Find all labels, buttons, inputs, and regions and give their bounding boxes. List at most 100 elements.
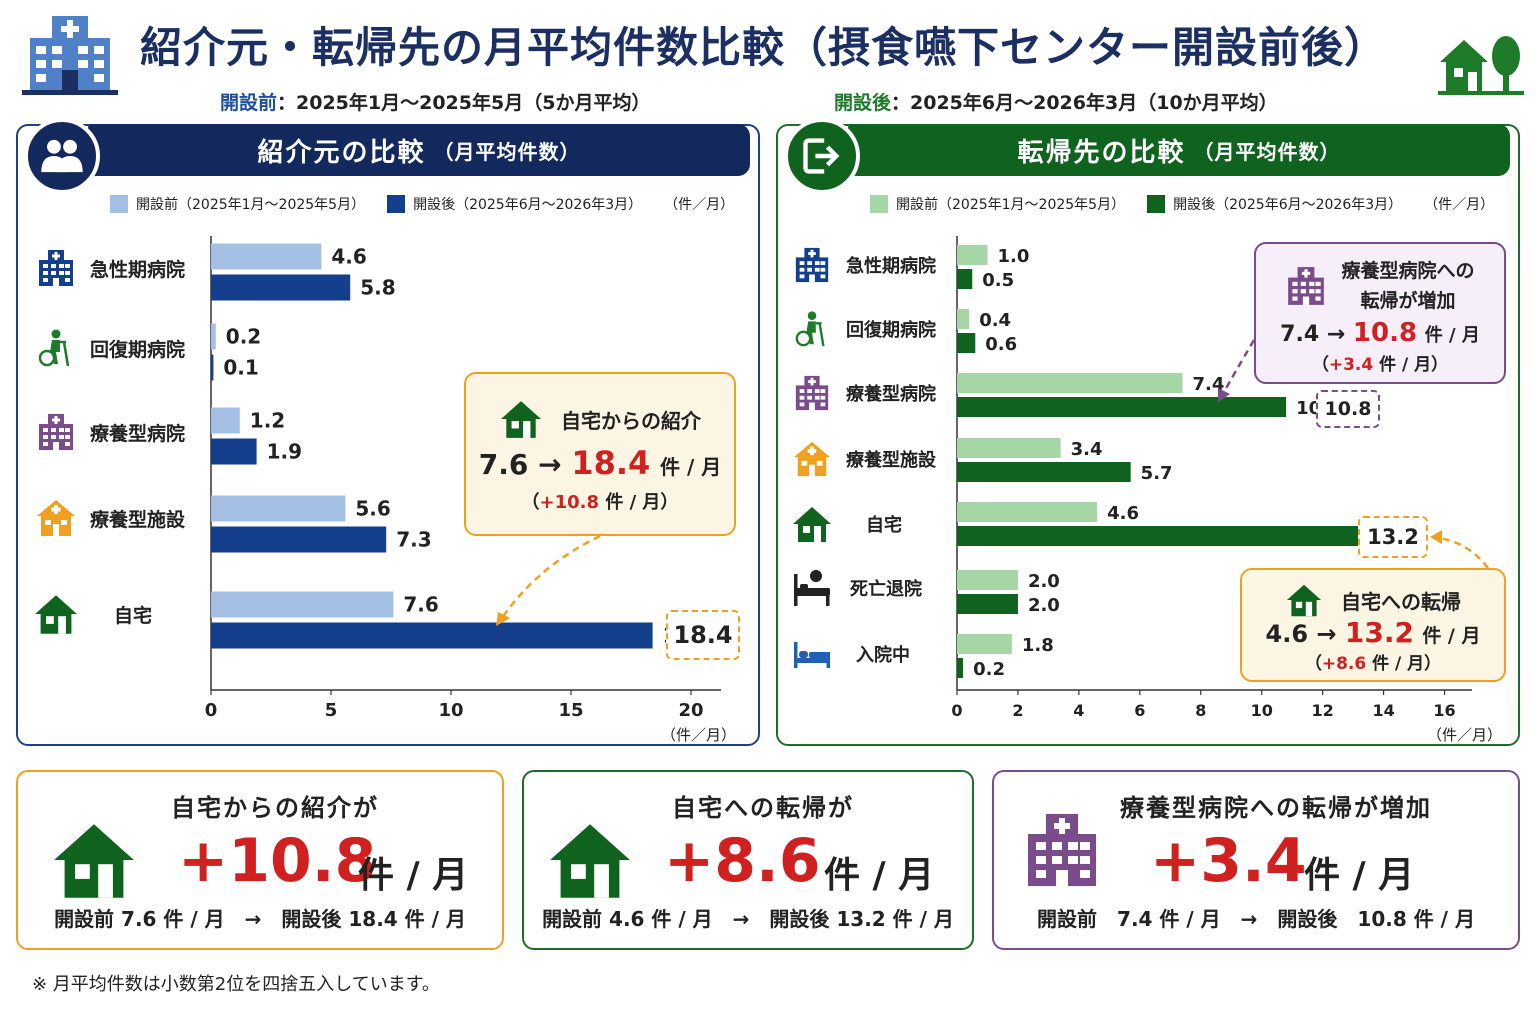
bar-value-label: 7.3 bbox=[396, 528, 431, 552]
bar-value-label: 1.0 bbox=[997, 246, 1029, 267]
home-icon bbox=[499, 398, 543, 440]
home-icon bbox=[50, 818, 138, 906]
category-care-facility: 療養型施設 bbox=[34, 498, 185, 538]
callout-title-line1: 療養型病院への bbox=[1341, 260, 1475, 282]
summary-card-home-referral: 自宅からの紹介が +10.8 件 / 月 開設前 7.6 件 / 月 → 開設後… bbox=[16, 770, 504, 950]
callout-diff-open: （ bbox=[1304, 654, 1322, 674]
bar-before bbox=[957, 634, 1012, 654]
x-tick-label: 6 bbox=[1134, 701, 1145, 720]
exit-icon bbox=[784, 118, 860, 194]
discharge-panel-header: 転帰先の比較 （月平均件数） bbox=[848, 124, 1510, 176]
x-tick-label: 20 bbox=[678, 700, 703, 721]
callout-values: 7.4 → 10.8 件 / 月 bbox=[1256, 318, 1504, 348]
bar-before bbox=[957, 570, 1018, 590]
bar-value-label: 2.0 bbox=[1028, 571, 1060, 592]
legend-swatch-before bbox=[110, 195, 128, 213]
bar-before bbox=[211, 591, 394, 618]
callout-title: 自宅からの紹介 bbox=[466, 398, 734, 440]
bar-after bbox=[211, 526, 387, 553]
home-icon bbox=[546, 818, 634, 906]
bar-value-label: 5.8 bbox=[360, 276, 395, 300]
summary-title: 自宅への転帰が bbox=[672, 794, 854, 822]
bar-value-label: 0.2 bbox=[226, 325, 261, 349]
bar-before bbox=[957, 245, 988, 265]
category-acute-hospital: 急性期病院 bbox=[790, 246, 936, 284]
bar-value-label: 2.0 bbox=[1028, 595, 1060, 616]
referral-panel-subtitle: （月平均件数） bbox=[433, 139, 581, 164]
bar-after bbox=[957, 526, 1360, 546]
period-after-text: ：2025年6月～2026年3月（10か月平均） bbox=[891, 92, 1278, 114]
bar-after bbox=[211, 622, 653, 649]
legend-item-after: 開設後（2025年6月～2026年3月） bbox=[387, 194, 642, 214]
callout-diff-open: （ bbox=[521, 492, 540, 513]
referral-panel-header: 紹介元の比較 （月平均件数） bbox=[88, 124, 750, 176]
category-label: 急性期病院 bbox=[90, 258, 186, 281]
referral-panel-title: 紹介元の比較 bbox=[257, 137, 426, 168]
callout-diff-value: +10.8 bbox=[539, 492, 600, 513]
summary-compare: 開設前 4.6 件 / 月 → 開設後 13.2 件 / 月 bbox=[542, 907, 954, 931]
x-tick-label: 0 bbox=[205, 700, 218, 721]
arrowhead-icon bbox=[1218, 388, 1230, 402]
callout-title-text: 自宅への転帰 bbox=[1341, 589, 1461, 614]
category-label: 自宅 bbox=[114, 604, 153, 627]
callout-diff-close: 件 / 月） bbox=[605, 492, 679, 513]
discharge-panel-subtitle: （月平均件数） bbox=[1193, 139, 1341, 164]
legend-label-before: 開設前（2025年1月～2025年5月） bbox=[896, 197, 1126, 213]
category-label: 療養型施設 bbox=[90, 508, 186, 531]
period-after-label: 開設後 bbox=[834, 92, 892, 114]
summary-compare: 開設前 7.4 件 / 月 → 開設後 10.8 件 / 月 bbox=[1037, 907, 1475, 931]
bar-after bbox=[957, 397, 1287, 417]
bar-value-label: 0.6 bbox=[985, 334, 1017, 355]
legend-item-before: 開設前（2025年1月～2025年5月） bbox=[870, 194, 1125, 214]
legend-unit: （件／月） bbox=[1424, 197, 1495, 213]
callout-diff: （+8.6 件 / 月） bbox=[1242, 649, 1504, 674]
bar-value-label: 4.6 bbox=[1107, 503, 1139, 524]
highlight-longterm-box: 10.8 bbox=[1316, 390, 1380, 428]
callout-title-lines: 療養型病院への 転帰が増加 bbox=[1341, 256, 1474, 316]
bar-before bbox=[211, 243, 322, 270]
x-tick-label: 10 bbox=[1251, 701, 1273, 720]
x-tick-label: 12 bbox=[1312, 701, 1334, 720]
callout-diff-close: 件 / 月） bbox=[1372, 654, 1442, 674]
bar-value-label: 0.2 bbox=[973, 659, 1005, 680]
bar-after bbox=[957, 462, 1131, 482]
category-deceased: 死亡退院 bbox=[790, 568, 922, 608]
period-before-label: 開設前 bbox=[220, 92, 278, 114]
bar-after bbox=[957, 594, 1018, 614]
summary-card-longterm-hospital: 療養型病院への転帰が増加 +3.4 件 / 月 開設前 7.4 件 / 月 → … bbox=[992, 770, 1520, 950]
bar-after bbox=[957, 333, 976, 353]
summary-value: +3.4 bbox=[1150, 826, 1307, 896]
category-rehab-hospital: 回復期病院 bbox=[34, 328, 185, 368]
category-label: 自宅 bbox=[866, 515, 902, 536]
category-acute-hospital: 急性期病院 bbox=[34, 248, 185, 288]
bar-after bbox=[957, 658, 964, 678]
footnote: ※ 月平均件数は小数第2位を四捨五入しています。 bbox=[32, 974, 440, 995]
x-tick-label: 5 bbox=[325, 700, 338, 721]
bar-after bbox=[211, 274, 351, 301]
callout-diff-close: 件 / 月） bbox=[1379, 355, 1449, 375]
bar-before bbox=[957, 438, 1061, 458]
bar-before bbox=[957, 309, 970, 329]
category-label: 療養型病院 bbox=[846, 384, 936, 405]
callout-arrow bbox=[500, 534, 601, 619]
category-label: 回復期病院 bbox=[846, 320, 936, 341]
callout-arrow bbox=[1437, 536, 1489, 569]
summary-value: +8.6 bbox=[664, 826, 821, 896]
x-tick-label: 16 bbox=[1433, 701, 1455, 720]
bar-value-label: 1.2 bbox=[250, 409, 285, 433]
legend-label-before: 開設前（2025年1月～2025年5月） bbox=[136, 197, 366, 213]
x-axis-unit-label: （件／月） bbox=[661, 726, 736, 744]
period-before: 開設前：2025年1月～2025年5月（5か月平均） bbox=[220, 88, 650, 115]
house-tree-icon bbox=[1438, 34, 1524, 100]
x-tick-label: 8 bbox=[1195, 701, 1206, 720]
bar-value-label: 0.4 bbox=[979, 310, 1011, 331]
home-referral-callout: 自宅からの紹介 7.6 → 18.4 件 / 月 （+10.8 件 / 月） bbox=[464, 372, 736, 536]
summary-compare: 開設前 7.6 件 / 月 → 開設後 18.4 件 / 月 bbox=[54, 907, 466, 931]
callout-diff-value: +8.6 bbox=[1321, 654, 1367, 674]
legend-item-before: 開設前（2025年1月～2025年5月） bbox=[110, 194, 365, 214]
x-axis-unit-label: （件／月） bbox=[1427, 726, 1502, 744]
legend-swatch-before bbox=[870, 195, 888, 213]
x-tick-label: 4 bbox=[1073, 701, 1084, 720]
bar-value-label: 1.9 bbox=[267, 440, 302, 464]
callout-title: 療養型病院への 転帰が増加 bbox=[1256, 256, 1504, 316]
